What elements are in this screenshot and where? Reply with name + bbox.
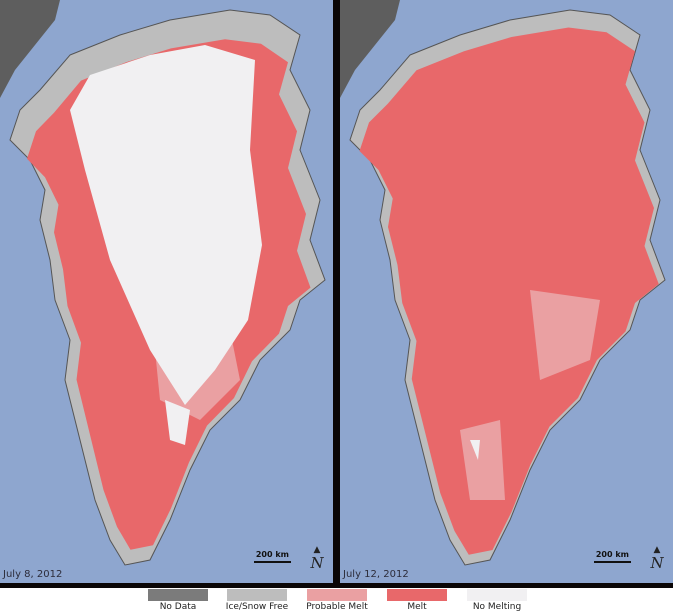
- scale-bar: 200 km: [253, 550, 291, 563]
- north-label: N: [310, 554, 324, 572]
- no-melting-area: [70, 45, 262, 405]
- north-arrow-icon: ▲ N: [309, 545, 325, 572]
- legend-label: Ice/Snow Free: [225, 602, 289, 612]
- arrow-up-icon: ▲: [653, 545, 661, 555]
- legend-item-melt: Melt: [387, 589, 447, 612]
- legend-swatch: [227, 589, 287, 601]
- legend-swatch: [307, 589, 367, 601]
- no-melting-patch: [470, 440, 480, 460]
- legend-item-ice-snow-free: Ice/Snow Free: [225, 589, 289, 612]
- north-arrow-icon: ▲ N: [649, 545, 665, 572]
- legend-item-no-data: No Data: [148, 589, 208, 612]
- north-label: N: [650, 554, 664, 572]
- greenland-map-july-8: [0, 0, 326, 566]
- panel-date: July 12, 2012: [343, 569, 409, 580]
- arrow-up-icon: ▲: [313, 545, 321, 555]
- probable-melt-area: [530, 290, 600, 380]
- legend: No Data Ice/Snow Free Probable Melt Melt…: [0, 589, 673, 612]
- legend-label: No Data: [159, 602, 197, 612]
- legend-label: No Melting: [472, 602, 522, 612]
- canada-landmass: [340, 0, 400, 98]
- legend-swatch: [387, 589, 447, 601]
- greenland-map-july-12: [340, 0, 666, 566]
- map-panel-july-8: July 8, 2012 200 km ▲ N: [0, 0, 333, 583]
- legend-label: Probable Melt: [306, 602, 368, 612]
- map-panel-july-12: July 12, 2012 200 km ▲ N: [340, 0, 673, 583]
- legend-swatch: [467, 589, 527, 601]
- scale-bar: 200 km: [593, 550, 631, 563]
- melt-area: [359, 27, 659, 555]
- no-melting-patch: [165, 400, 190, 445]
- legend-item-probable-melt: Probable Melt: [306, 589, 368, 612]
- canada-landmass: [0, 0, 60, 98]
- legend-label: Melt: [407, 602, 427, 612]
- legend-swatch: [148, 589, 208, 601]
- panel-date: July 8, 2012: [3, 569, 63, 580]
- legend-item-no-melting: No Melting: [467, 589, 527, 612]
